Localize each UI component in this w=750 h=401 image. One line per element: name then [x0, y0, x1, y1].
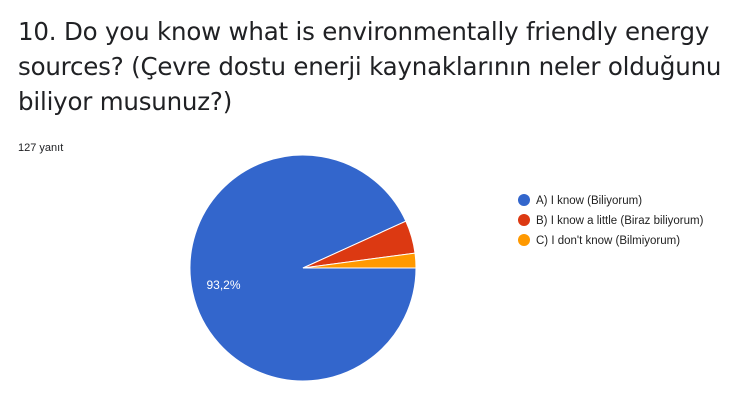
legend-label[interactable]: C) I don't know (Bilmiyorum)	[536, 235, 680, 247]
legend-label[interactable]: A) I know (Biliyorum)	[536, 195, 642, 207]
question-title: 10. Do you know what is environmentally …	[18, 17, 722, 116]
legend-swatch	[518, 214, 530, 226]
response-count: 127 yanıt	[18, 142, 64, 154]
legend-label[interactable]: B) I know a little (Biraz biliyorum)	[536, 215, 704, 227]
pie-slice[interactable]	[302, 252, 417, 269]
legend-swatch	[518, 194, 530, 206]
data-label: 93,2%	[206, 278, 240, 292]
legend-swatch	[518, 234, 530, 246]
